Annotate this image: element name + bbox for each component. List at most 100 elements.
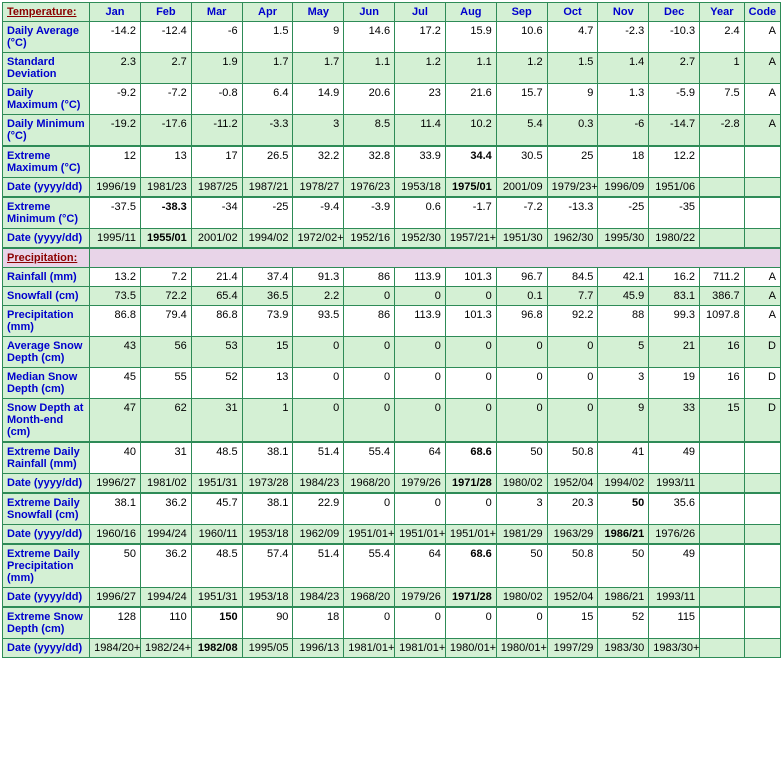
data-cell: 0 (395, 337, 446, 368)
row-label: Standard Deviation (3, 53, 90, 84)
data-cell: 0 (547, 337, 598, 368)
data-cell: 1963/29 (547, 525, 598, 545)
data-cell: 1980/02 (496, 474, 547, 494)
data-cell: 115 (649, 607, 700, 639)
data-cell: 8.5 (344, 115, 395, 147)
col-header: Nov (598, 3, 649, 22)
data-cell: -34 (191, 197, 242, 229)
data-cell: -6 (598, 115, 649, 147)
data-cell: 0 (395, 287, 446, 306)
data-cell: 0 (445, 607, 496, 639)
data-cell: 33 (649, 399, 700, 443)
data-cell: 15 (547, 607, 598, 639)
data-cell: 32.2 (293, 146, 344, 178)
data-cell: 0.3 (547, 115, 598, 147)
data-cell: -13.3 (547, 197, 598, 229)
col-header: Jun (344, 3, 395, 22)
data-cell: 1.5 (242, 22, 293, 53)
data-cell: 31 (140, 442, 191, 474)
data-cell (700, 474, 745, 494)
data-cell: -12.4 (140, 22, 191, 53)
row-label: Extreme Minimum (°C) (3, 197, 90, 229)
data-cell: 36.5 (242, 287, 293, 306)
data-cell: 49 (649, 442, 700, 474)
data-cell: 0 (547, 368, 598, 399)
data-cell: 36.2 (140, 544, 191, 588)
data-cell: 34.4 (445, 146, 496, 178)
col-header: Mar (191, 3, 242, 22)
data-cell: 22.9 (293, 493, 344, 525)
data-cell: 93.5 (293, 306, 344, 337)
data-cell: 3 (496, 493, 547, 525)
data-cell: -25 (598, 197, 649, 229)
data-cell: 1972/02+ (293, 229, 344, 249)
data-cell: 1986/21 (598, 525, 649, 545)
data-cell: 3 (293, 115, 344, 147)
data-cell: 0 (395, 368, 446, 399)
data-cell: A (744, 115, 780, 147)
data-cell: -38.3 (140, 197, 191, 229)
data-cell: 68.6 (445, 544, 496, 588)
data-cell: 1994/02 (598, 474, 649, 494)
data-cell: 7.2 (140, 268, 191, 287)
data-cell: 1.5 (547, 53, 598, 84)
data-cell: 11.4 (395, 115, 446, 147)
data-cell: 4.7 (547, 22, 598, 53)
data-cell: 25 (547, 146, 598, 178)
data-cell: 1981/29 (496, 525, 547, 545)
data-cell: A (744, 268, 780, 287)
data-cell (744, 442, 780, 474)
data-cell: 1993/11 (649, 588, 700, 608)
data-cell: 150 (191, 607, 242, 639)
data-cell: 1.2 (496, 53, 547, 84)
row-label: Median Snow Depth (cm) (3, 368, 90, 399)
data-cell: 1960/16 (90, 525, 141, 545)
row-label: Date (yyyy/dd) (3, 229, 90, 249)
data-cell: 68.6 (445, 442, 496, 474)
data-cell: 0 (445, 337, 496, 368)
data-cell: 1976/23 (344, 178, 395, 198)
data-cell: 1.7 (293, 53, 344, 84)
data-cell: 50 (496, 442, 547, 474)
data-cell: 16 (700, 337, 745, 368)
data-cell: 10.6 (496, 22, 547, 53)
data-cell: 1951/31 (191, 474, 242, 494)
row-label: Extreme Daily Rainfall (mm) (3, 442, 90, 474)
data-cell: 1.7 (242, 53, 293, 84)
data-cell: 0 (445, 368, 496, 399)
data-cell: 1951/01+ (395, 525, 446, 545)
data-cell: 52 (191, 368, 242, 399)
data-cell: 56 (140, 337, 191, 368)
data-cell: 42.1 (598, 268, 649, 287)
data-cell: 7.5 (700, 84, 745, 115)
data-cell (744, 178, 780, 198)
row-label: Rainfall (mm) (3, 268, 90, 287)
data-cell: 1993/11 (649, 474, 700, 494)
data-cell: 2001/02 (191, 229, 242, 249)
data-cell: 1981/23 (140, 178, 191, 198)
data-cell: 6.4 (242, 84, 293, 115)
data-cell: A (744, 22, 780, 53)
col-header: Jan (90, 3, 141, 22)
col-header: Oct (547, 3, 598, 22)
data-cell: 21 (649, 337, 700, 368)
data-cell: 86.8 (191, 306, 242, 337)
data-cell (744, 197, 780, 229)
data-cell: 1952/04 (547, 588, 598, 608)
data-cell: 57.4 (242, 544, 293, 588)
data-cell (744, 588, 780, 608)
data-cell: 1 (242, 399, 293, 443)
data-cell: 1971/28 (445, 474, 496, 494)
data-cell: 0 (344, 607, 395, 639)
data-cell: 1952/30 (395, 229, 446, 249)
data-cell: 110 (140, 607, 191, 639)
data-cell: 5 (598, 337, 649, 368)
data-cell: D (744, 399, 780, 443)
data-cell: -2.3 (598, 22, 649, 53)
data-cell: -3.9 (344, 197, 395, 229)
data-cell: -9.4 (293, 197, 344, 229)
data-cell: 21.6 (445, 84, 496, 115)
data-cell: 64 (395, 544, 446, 588)
data-cell: 10.2 (445, 115, 496, 147)
data-cell: 23 (395, 84, 446, 115)
